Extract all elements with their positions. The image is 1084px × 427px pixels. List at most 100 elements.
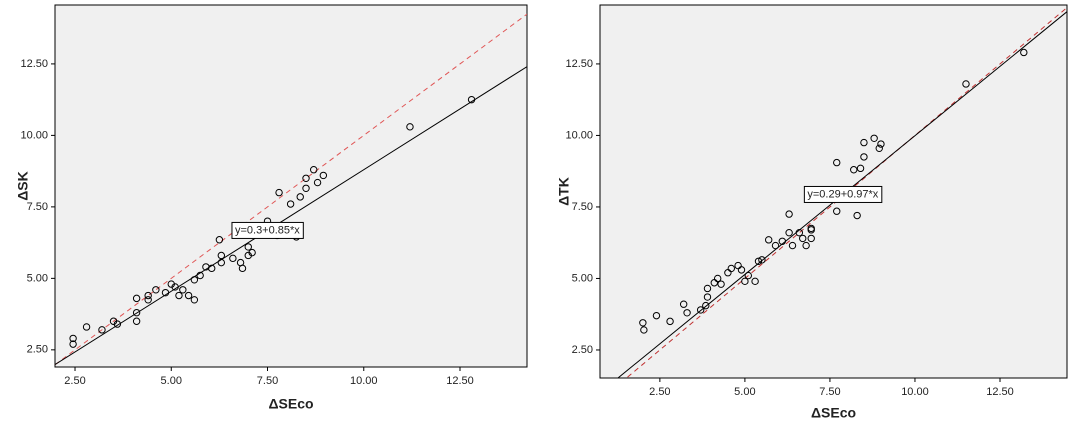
x-tick-label: 2.50 <box>649 386 670 398</box>
x-tick-label: 7.50 <box>257 375 278 387</box>
y-tick-label: 10.00 <box>565 129 593 141</box>
point <box>666 317 674 326</box>
y-axis-title: ΔTK <box>556 177 572 206</box>
point <box>302 184 310 192</box>
point <box>207 264 216 273</box>
point <box>69 334 77 343</box>
point <box>275 188 283 197</box>
point <box>696 306 705 314</box>
y-axis-title: ΔSK <box>15 171 31 201</box>
point <box>833 207 841 215</box>
y-tick-label: 2.50 <box>27 344 48 356</box>
point <box>717 280 725 288</box>
x-tick-label: 10.00 <box>901 386 929 398</box>
y-tick-label: 12.50 <box>565 58 593 70</box>
fit-line <box>55 66 527 366</box>
point <box>785 210 793 218</box>
point <box>217 251 226 260</box>
x-axis-title: ΔSEco <box>811 405 856 421</box>
point <box>238 264 247 273</box>
point <box>248 248 256 257</box>
x-tick-label: 5.00 <box>734 386 755 398</box>
point <box>179 286 187 294</box>
point <box>467 95 476 104</box>
point <box>754 257 763 265</box>
point <box>788 241 797 250</box>
point <box>171 283 179 291</box>
point <box>132 308 141 317</box>
point <box>702 301 710 310</box>
point <box>807 224 815 233</box>
y-tick-label: 10.00 <box>20 129 48 141</box>
point <box>802 241 810 250</box>
point <box>860 153 868 161</box>
x-tick-label: 7.50 <box>819 386 840 398</box>
point <box>771 241 780 250</box>
point <box>962 80 970 88</box>
point <box>778 237 787 245</box>
point <box>807 234 815 243</box>
annotation: y=0.29+0.97*x <box>807 188 878 200</box>
point <box>286 200 295 208</box>
y-tick-label: 7.50 <box>572 201 593 213</box>
annotation: y=0.3+0.85*x <box>235 224 300 236</box>
point <box>741 277 749 286</box>
point <box>850 166 858 174</box>
point <box>302 174 310 182</box>
point <box>82 323 91 331</box>
x-tick-label: 5.00 <box>161 375 182 387</box>
y-tick-label: 5.00 <box>27 272 48 284</box>
point <box>751 277 759 286</box>
point <box>683 309 691 317</box>
point <box>244 243 252 251</box>
point <box>679 300 688 308</box>
point <box>175 291 183 300</box>
point <box>152 286 160 294</box>
point <box>319 171 328 180</box>
y-tick-label: 12.50 <box>20 58 48 70</box>
point <box>758 256 766 264</box>
point <box>737 266 746 274</box>
point <box>703 293 712 301</box>
reference-line <box>55 13 527 366</box>
point <box>190 296 199 304</box>
point <box>870 134 878 142</box>
point <box>229 254 237 263</box>
point <box>639 319 647 327</box>
point <box>853 211 861 220</box>
point <box>132 317 141 325</box>
point <box>144 291 152 300</box>
point <box>144 296 152 304</box>
x-tick-label: 2.50 <box>64 375 85 387</box>
point <box>652 311 661 320</box>
y-tick-label: 7.50 <box>27 201 48 213</box>
point <box>196 271 204 280</box>
plot-area <box>54 4 528 368</box>
point <box>132 294 141 303</box>
y-tick-label: 2.50 <box>572 344 593 356</box>
point <box>113 320 122 328</box>
point <box>640 326 648 334</box>
y-tick-label: 5.00 <box>572 272 593 284</box>
point <box>795 228 804 237</box>
point <box>877 140 885 148</box>
point <box>69 340 77 348</box>
point <box>406 123 414 131</box>
point <box>744 271 752 280</box>
point <box>856 164 865 173</box>
point <box>184 291 193 300</box>
point <box>217 258 226 267</box>
point <box>713 274 722 283</box>
point <box>296 193 304 201</box>
point <box>785 228 793 237</box>
x-axis-title: ΔSEco <box>268 396 313 412</box>
point <box>98 326 106 334</box>
x-tick-label: 12.50 <box>446 375 474 387</box>
annotation-box <box>231 221 304 239</box>
point <box>727 264 735 273</box>
point <box>833 158 841 167</box>
point <box>703 284 712 293</box>
point <box>215 236 224 244</box>
